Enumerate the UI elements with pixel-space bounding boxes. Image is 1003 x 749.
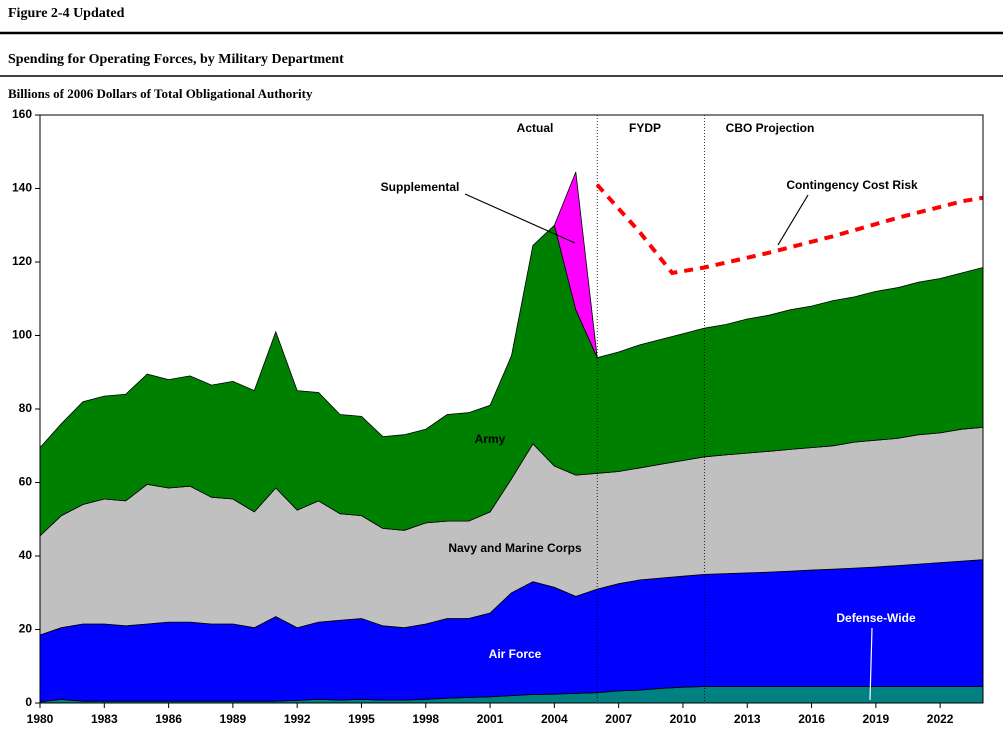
y-tick-label: 100 — [12, 328, 32, 342]
x-tick-label: 1995 — [348, 712, 375, 726]
x-tick-label: 1983 — [91, 712, 118, 726]
leader-line — [464, 193, 576, 244]
y-tick-label: 0 — [25, 695, 32, 709]
x-tick-label: 1992 — [284, 712, 311, 726]
area — [553, 171, 598, 358]
x-tick-label: 1989 — [220, 712, 247, 726]
chart-title: Spending for Operating Forces, by Milita… — [8, 52, 344, 67]
x-tick-label: 1998 — [412, 712, 439, 726]
series-label: Defense-Wide — [836, 611, 916, 625]
y-tick-label: 40 — [19, 548, 33, 562]
x-tick-label: 1986 — [155, 712, 182, 726]
y-tick-label: 120 — [12, 254, 32, 268]
x-tick-label: 2001 — [477, 712, 504, 726]
region-label: Actual — [517, 121, 554, 135]
x-tick-label: 2007 — [605, 712, 632, 726]
region-label: CBO Projection — [726, 121, 815, 135]
x-tick-label: 2019 — [862, 712, 889, 726]
risk-line — [595, 183, 984, 276]
y-tick-label: 80 — [19, 401, 33, 415]
y-axis-label: Billions of 2006 Dollars of Total Obliga… — [8, 86, 313, 101]
x-tick-label: 2010 — [670, 712, 697, 726]
figure-number: Figure 2-4 Updated — [8, 6, 125, 21]
x-tick-label: 2022 — [927, 712, 954, 726]
x-tick-label: 2013 — [734, 712, 761, 726]
y-tick-label: 160 — [12, 107, 32, 121]
series-label: Navy and Marine Corps — [448, 541, 582, 555]
series-label: Air Force — [489, 647, 542, 661]
series-label: Supplemental — [381, 180, 460, 194]
region-label: FYDP — [629, 121, 661, 135]
leader-line — [777, 194, 809, 246]
x-tick-label: 2016 — [798, 712, 825, 726]
y-tick-label: 60 — [19, 475, 33, 489]
series-label: Army — [475, 432, 506, 446]
series-label: Contingency Cost Risk — [786, 178, 918, 192]
x-tick-label: 1980 — [27, 712, 54, 726]
y-tick-label: 20 — [19, 622, 33, 636]
y-tick-label: 140 — [12, 181, 32, 195]
leader-line — [869, 627, 873, 701]
x-tick-label: 2004 — [541, 712, 568, 726]
